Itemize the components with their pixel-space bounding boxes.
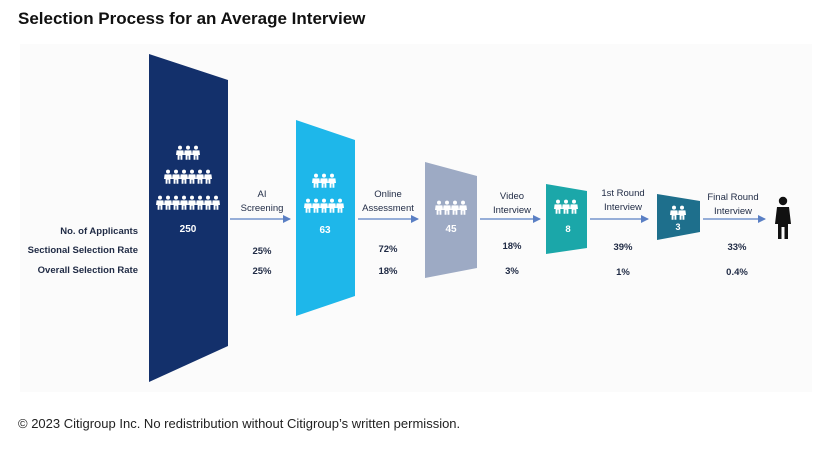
stage-4-shape — [546, 184, 587, 254]
step-2-sectional-rate: 72% — [378, 244, 398, 255]
step-3-overall-rate: 3% — [505, 266, 519, 277]
step-4-sectional-rate: 39% — [613, 242, 633, 253]
step-5-overall-rate: 0.4% — [726, 267, 748, 278]
step-2-label-line-2: Assessment — [362, 203, 414, 214]
stage-1-shape — [149, 54, 228, 382]
stage-2-count: 63 — [319, 225, 331, 236]
stage-1-count: 250 — [180, 224, 197, 235]
step-1-overall-rate: 25% — [252, 266, 272, 277]
stage-5-count: 3 — [675, 222, 680, 232]
step-3-sectional-rate: 18% — [502, 241, 522, 252]
step-3-label-line-2: Interview — [493, 205, 531, 216]
row-label-sectional-rate: Sectional Selection Rate — [28, 245, 138, 256]
step-1-sectional-rate: 25% — [252, 246, 272, 257]
row-label-overall-rate: Overall Selection Rate — [38, 265, 138, 276]
stage-5-shape — [657, 194, 700, 240]
step-4-label-line-1: 1st Round — [601, 188, 644, 199]
step-2-overall-rate: 18% — [378, 266, 398, 277]
page-title: Selection Process for an Average Intervi… — [18, 9, 366, 28]
stage-2-shape — [296, 120, 355, 316]
step-5-sectional-rate: 33% — [727, 242, 747, 253]
step-1-label-line-1: AI — [258, 189, 267, 200]
diagram-panel: No. of Applicants Sectional Selection Ra… — [20, 44, 812, 392]
final-hire-person-icon — [775, 196, 791, 239]
row-label-applicants: No. of Applicants — [60, 226, 138, 237]
selection-funnel-diagram: No. of Applicants Sectional Selection Ra… — [28, 54, 791, 382]
copyright-footer: © 2023 Citigroup Inc. No redistribution … — [18, 416, 461, 431]
step-2-label-line-1: Online — [374, 189, 401, 200]
step-4-overall-rate: 1% — [616, 267, 630, 278]
stage-3-shape — [425, 162, 477, 278]
step-1-label-line-2: Screening — [241, 203, 284, 214]
step-3-label-line-1: Video — [500, 191, 524, 202]
step-5-label-line-1: Final Round — [707, 192, 758, 203]
stage-3-count: 45 — [445, 224, 457, 235]
stage-4-count: 8 — [565, 224, 570, 235]
step-4-label-line-2: Interview — [604, 202, 642, 213]
step-5-label-line-2: Interview — [714, 206, 752, 217]
